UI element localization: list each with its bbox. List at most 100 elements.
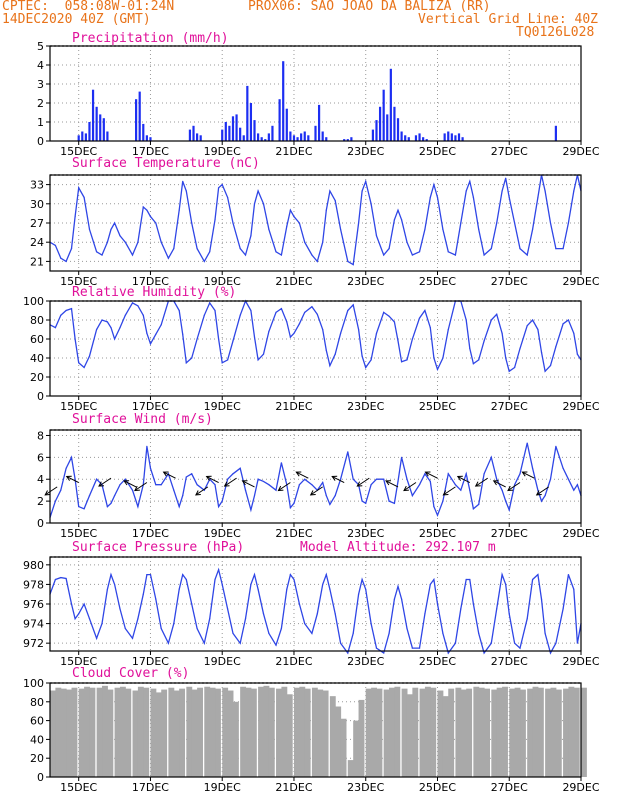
data-point — [531, 467, 534, 469]
wind-arrow — [493, 480, 506, 488]
data-point — [478, 228, 480, 230]
data-point — [262, 613, 265, 615]
data-point — [209, 251, 211, 253]
data-point — [214, 309, 216, 312]
data-point — [304, 311, 306, 313]
data-point — [334, 495, 336, 497]
x-tick-label: 15DEC — [60, 781, 97, 794]
data-point — [406, 478, 408, 480]
data-point — [137, 241, 139, 243]
cloud-cover-bar — [96, 687, 103, 777]
wind-arrow — [457, 476, 471, 483]
data-point — [203, 314, 205, 316]
data-point — [544, 370, 546, 372]
data-point — [357, 593, 360, 595]
data-point — [74, 618, 76, 620]
data-point — [218, 187, 220, 189]
cloud-cover-bar — [527, 688, 534, 777]
data-point — [406, 359, 408, 361]
data-point — [433, 184, 435, 186]
precipitation-bar — [256, 133, 260, 141]
data-point — [149, 343, 152, 345]
data-point — [526, 618, 528, 620]
data-point — [182, 574, 184, 576]
precipitation-bar — [296, 137, 299, 141]
x-tick-label: 25DEC — [419, 275, 456, 288]
data-point — [397, 585, 399, 587]
precipitation-bar — [346, 139, 349, 141]
data-point — [250, 509, 252, 511]
precipitation-bar — [84, 133, 87, 141]
data-point — [478, 632, 480, 634]
data-point — [293, 578, 295, 581]
data-point — [567, 478, 570, 480]
data-point — [173, 622, 175, 625]
cloud-cover-bar — [568, 686, 575, 777]
panel-4: 0 2 4 6 8 15DEC 17DEC 19DEC 21DEC 23DEC 25DEC 27DEC… — [37, 412, 600, 540]
x-tick-label: 21DEC — [275, 655, 312, 668]
precipitation-bar — [192, 125, 195, 141]
precipitation-bar — [249, 103, 253, 141]
wind-arrowhead — [223, 481, 230, 487]
precipitation-bar — [389, 68, 392, 141]
precipitation-bar — [106, 131, 109, 141]
data-point — [244, 618, 247, 620]
data-point — [298, 603, 300, 605]
cloud-cover-bar — [71, 687, 78, 777]
wind-arrow — [44, 486, 58, 496]
y-tick-label: 0 — [37, 390, 44, 403]
data-point — [352, 304, 354, 306]
data-point — [268, 484, 270, 486]
x-tick-label: 25DEC — [419, 781, 456, 794]
data-point — [383, 478, 385, 480]
data-point — [70, 308, 73, 310]
y-tick-label: 974 — [23, 618, 44, 631]
data-point — [383, 254, 385, 256]
wind-arrowhead — [162, 471, 169, 477]
data-point — [469, 489, 471, 491]
data-point — [490, 642, 492, 644]
panel-title: Surface Pressure (hPa) — [72, 540, 244, 555]
cloud-cover-bar — [155, 692, 162, 777]
data-point — [375, 235, 378, 237]
data-point — [142, 593, 144, 595]
data-point — [418, 647, 421, 649]
data-point — [311, 306, 313, 308]
data-point — [142, 206, 144, 208]
data-point — [185, 578, 187, 581]
data-point — [537, 489, 539, 491]
precipitation-bar — [443, 133, 446, 141]
precipitation-bar — [260, 137, 263, 141]
cloud-cover-bar — [168, 687, 175, 777]
data-point — [424, 473, 426, 475]
data-point — [322, 241, 324, 243]
data-point — [514, 222, 516, 224]
data-point — [388, 632, 390, 634]
cloud-cover-bar — [383, 689, 390, 777]
data-point — [567, 319, 570, 321]
data-point — [329, 503, 331, 505]
data-point — [329, 365, 331, 367]
data-point — [65, 577, 67, 580]
data-point — [340, 478, 342, 480]
data-point — [544, 632, 546, 634]
data-point — [70, 603, 73, 605]
data-point — [361, 578, 363, 581]
data-point — [465, 319, 467, 321]
data-point — [436, 603, 439, 605]
wind-arrow — [475, 477, 488, 487]
data-point — [508, 370, 510, 372]
precipitation-bar — [267, 133, 270, 141]
panel-title: Surface Wind (m/s) — [72, 412, 213, 427]
data-point — [268, 330, 270, 332]
cloud-cover-bar — [250, 688, 257, 777]
data-point — [160, 484, 162, 486]
precipitation-bar — [317, 104, 321, 141]
data-point — [483, 254, 485, 256]
y-tick-label: 20 — [30, 371, 44, 384]
precipitation-bar — [425, 139, 428, 141]
cloud-cover-bar — [371, 687, 377, 777]
y-tick-label: 40 — [30, 733, 44, 746]
data-point — [289, 507, 291, 509]
data-point — [146, 574, 148, 576]
